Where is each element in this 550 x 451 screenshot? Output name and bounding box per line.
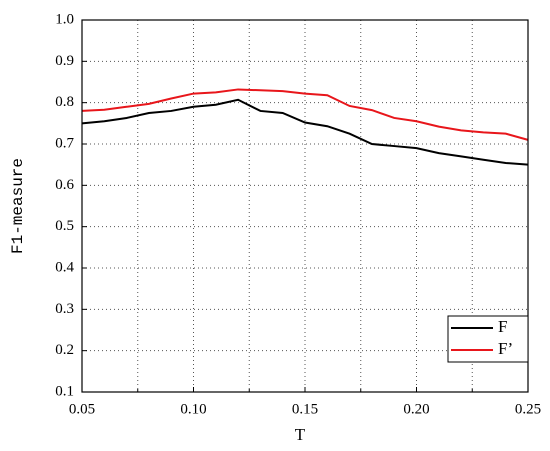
y-tick-label: 0.6 <box>55 177 74 193</box>
y-tick-label: 0.9 <box>55 53 74 69</box>
y-tick-label: 0.3 <box>55 301 74 317</box>
y-tick-label: 1.0 <box>55 11 74 27</box>
legend-label: F’ <box>498 339 513 358</box>
line-series <box>81 88 529 141</box>
y-tick-label: 0.5 <box>55 218 74 234</box>
x-tick-label: 0.20 <box>403 401 429 417</box>
plot-frame <box>81 19 529 393</box>
y-tick-label: 0.4 <box>55 259 74 275</box>
y-tick-label: 0.8 <box>55 94 74 110</box>
x-tick-label: 0.05 <box>69 401 95 417</box>
x-axis-label: T <box>295 425 306 444</box>
x-tick-label: 0.25 <box>515 401 541 417</box>
x-tick-label: 0.15 <box>292 401 318 417</box>
y-tick-label: 0.1 <box>55 383 74 399</box>
y-tick-label: 0.7 <box>55 135 74 151</box>
line-series <box>81 98 529 166</box>
legend-box <box>447 315 529 363</box>
x-tick-label: 0.10 <box>180 401 206 417</box>
y-tick-label: 0.2 <box>55 342 74 358</box>
legend-label: F <box>498 317 507 336</box>
y-axis-label: F1-measure <box>9 158 27 254</box>
